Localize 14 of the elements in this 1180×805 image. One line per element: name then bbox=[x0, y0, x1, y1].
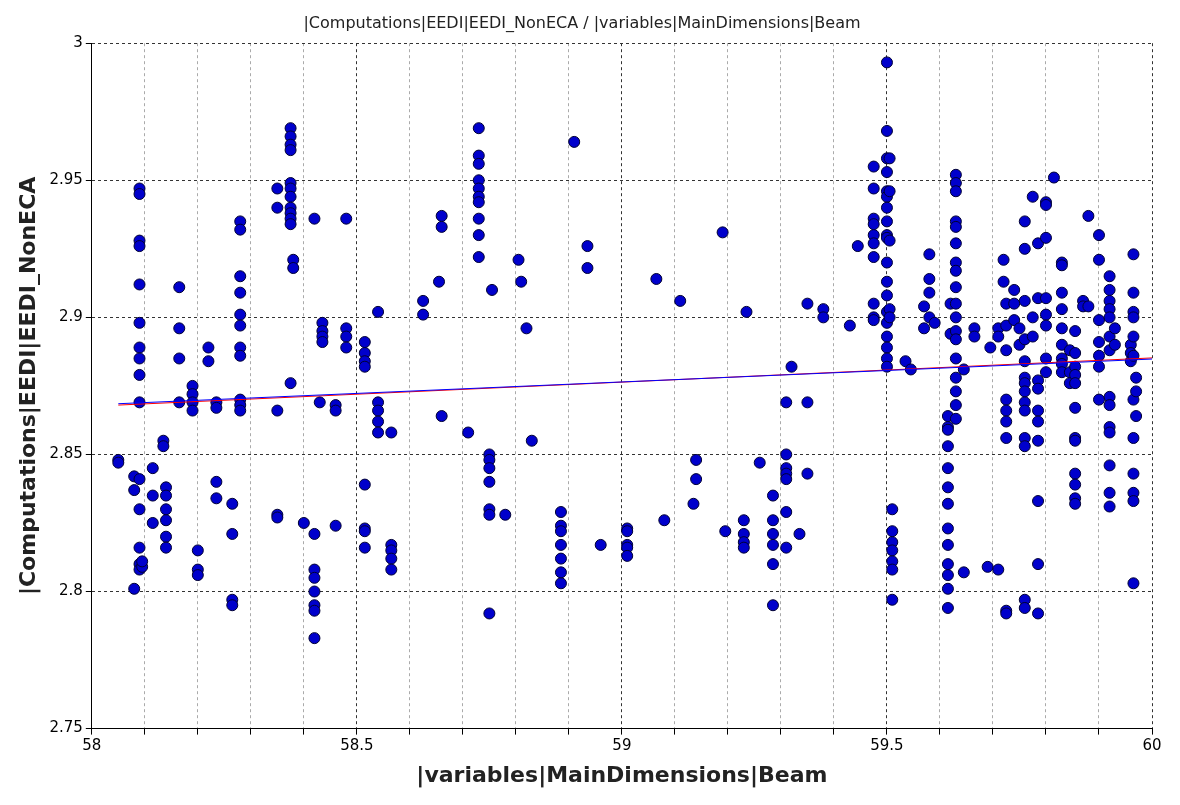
y-tick-label: 2.75 bbox=[49, 718, 83, 737]
x-tick-label: 59 bbox=[612, 736, 632, 755]
chart-title: |Computations|EEDI|EEDI_NonECA / |variables|MainDimensions|Beam bbox=[303, 12, 861, 33]
y-tick-label: 2.8 bbox=[58, 581, 83, 600]
x-tick-label: 59.5 bbox=[870, 736, 904, 755]
y-axis-title: |Computations|EEDI|EEDI_NonECA bbox=[14, 176, 41, 596]
y-tick-label: 2.85 bbox=[49, 444, 83, 463]
y-tick-label: 3 bbox=[73, 33, 83, 52]
x-tick-label: 58 bbox=[82, 736, 102, 755]
x-tick-label: 58.5 bbox=[340, 736, 374, 755]
y-tick-label: 2.9 bbox=[58, 307, 83, 326]
x-axis-title: |variables|MainDimensions|Beam bbox=[416, 761, 828, 788]
y-tick-label: 2.95 bbox=[49, 170, 83, 189]
x-tick-label: 60 bbox=[1142, 736, 1162, 755]
